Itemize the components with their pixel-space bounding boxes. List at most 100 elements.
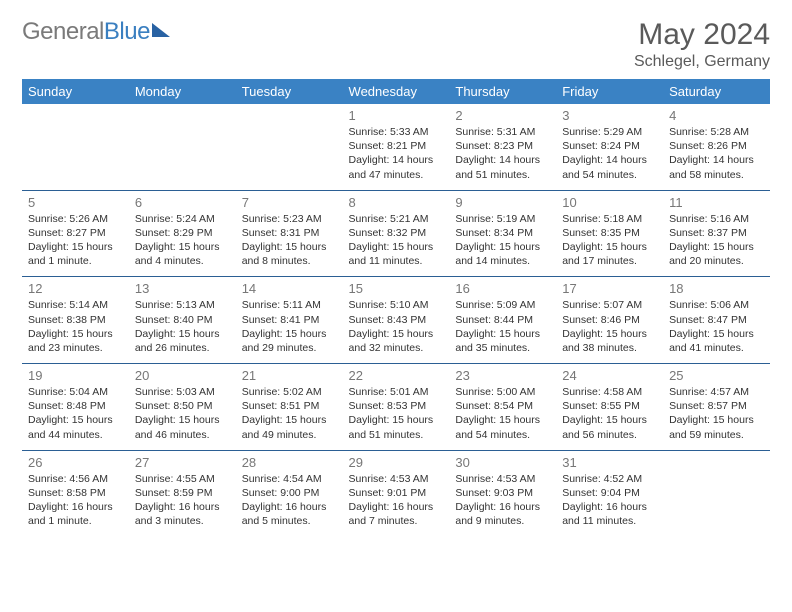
weekday-row: SundayMondayTuesdayWednesdayThursdayFrid… (22, 79, 770, 104)
logo-text-1: General (22, 18, 104, 46)
calendar-day-cell: 19 Sunrise: 5:04 AMSunset: 8:48 PMDayligh… (22, 364, 129, 451)
logo-text-2: Blue (104, 18, 150, 46)
day-number: 20 (135, 368, 230, 383)
day-number: 8 (349, 195, 444, 210)
page-title: May 2024 (634, 18, 770, 51)
calendar-day-cell: 31 Sunrise: 4:52 AMSunset: 9:04 PMDayligh… (556, 450, 663, 536)
calendar-week-row: 12 Sunrise: 5:14 AMSunset: 8:38 PMDayligh… (22, 277, 770, 364)
calendar-body: 1 Sunrise: 5:33 AMSunset: 8:21 PMDaylight… (22, 104, 770, 536)
weekday-header: Sunday (22, 79, 129, 104)
day-info: Sunrise: 4:56 AMSunset: 8:58 PMDaylight:… (28, 472, 123, 529)
calendar-day-cell: 28 Sunrise: 4:54 AMSunset: 9:00 PMDayligh… (236, 450, 343, 536)
calendar-day-cell (663, 450, 770, 536)
calendar-week-row: 26 Sunrise: 4:56 AMSunset: 8:58 PMDayligh… (22, 450, 770, 536)
day-number: 2 (455, 108, 550, 123)
day-number: 4 (669, 108, 764, 123)
day-info: Sunrise: 5:01 AMSunset: 8:53 PMDaylight:… (349, 385, 444, 442)
calendar-day-cell: 21 Sunrise: 5:02 AMSunset: 8:51 PMDayligh… (236, 364, 343, 451)
calendar-day-cell: 12 Sunrise: 5:14 AMSunset: 8:38 PMDayligh… (22, 277, 129, 364)
calendar-day-cell: 4 Sunrise: 5:28 AMSunset: 8:26 PMDaylight… (663, 104, 770, 190)
calendar-day-cell: 5 Sunrise: 5:26 AMSunset: 8:27 PMDaylight… (22, 190, 129, 277)
calendar-day-cell: 20 Sunrise: 5:03 AMSunset: 8:50 PMDayligh… (129, 364, 236, 451)
day-info: Sunrise: 5:21 AMSunset: 8:32 PMDaylight:… (349, 212, 444, 269)
day-number: 1 (349, 108, 444, 123)
day-info: Sunrise: 4:58 AMSunset: 8:55 PMDaylight:… (562, 385, 657, 442)
day-info: Sunrise: 5:19 AMSunset: 8:34 PMDaylight:… (455, 212, 550, 269)
calendar-week-row: 1 Sunrise: 5:33 AMSunset: 8:21 PMDaylight… (22, 104, 770, 190)
day-info: Sunrise: 5:28 AMSunset: 8:26 PMDaylight:… (669, 125, 764, 182)
day-number: 28 (242, 455, 337, 470)
day-info: Sunrise: 4:54 AMSunset: 9:00 PMDaylight:… (242, 472, 337, 529)
day-number: 31 (562, 455, 657, 470)
calendar-day-cell: 6 Sunrise: 5:24 AMSunset: 8:29 PMDaylight… (129, 190, 236, 277)
day-info: Sunrise: 5:18 AMSunset: 8:35 PMDaylight:… (562, 212, 657, 269)
day-info: Sunrise: 4:53 AMSunset: 9:03 PMDaylight:… (455, 472, 550, 529)
day-number: 25 (669, 368, 764, 383)
day-info: Sunrise: 5:09 AMSunset: 8:44 PMDaylight:… (455, 298, 550, 355)
day-number: 30 (455, 455, 550, 470)
calendar-day-cell: 23Sunrise: 5:00 AMSunset: 8:54 PMDayligh… (449, 364, 556, 451)
calendar-day-cell: 1 Sunrise: 5:33 AMSunset: 8:21 PMDaylight… (343, 104, 450, 190)
day-info: Sunrise: 5:16 AMSunset: 8:37 PMDaylight:… (669, 212, 764, 269)
calendar-day-cell: 3 Sunrise: 5:29 AMSunset: 8:24 PMDaylight… (556, 104, 663, 190)
day-number: 13 (135, 281, 230, 296)
day-number: 15 (349, 281, 444, 296)
calendar-day-cell: 22Sunrise: 5:01 AMSunset: 8:53 PMDayligh… (343, 364, 450, 451)
day-number: 10 (562, 195, 657, 210)
day-number: 29 (349, 455, 444, 470)
day-info: Sunrise: 5:10 AMSunset: 8:43 PMDaylight:… (349, 298, 444, 355)
day-info: Sunrise: 5:31 AMSunset: 8:23 PMDaylight:… (455, 125, 550, 182)
day-number: 16 (455, 281, 550, 296)
calendar-day-cell (236, 104, 343, 190)
day-info: Sunrise: 5:04 AMSunset: 8:48 PMDaylight:… (28, 385, 123, 442)
day-number: 17 (562, 281, 657, 296)
location-subtitle: Schlegel, Germany (634, 53, 770, 71)
day-number: 14 (242, 281, 337, 296)
day-info: Sunrise: 5:11 AMSunset: 8:41 PMDaylight:… (242, 298, 337, 355)
calendar-day-cell: 15 Sunrise: 5:10 AMSunset: 8:43 PMDayligh… (343, 277, 450, 364)
calendar-day-cell: 18Sunrise: 5:06 AMSunset: 8:47 PMDayligh… (663, 277, 770, 364)
weekday-header: Thursday (449, 79, 556, 104)
day-info: Sunrise: 5:33 AMSunset: 8:21 PMDaylight:… (349, 125, 444, 182)
calendar-day-cell (22, 104, 129, 190)
day-number: 26 (28, 455, 123, 470)
logo: GeneralBlue (22, 18, 170, 46)
day-number: 21 (242, 368, 337, 383)
day-info: Sunrise: 5:02 AMSunset: 8:51 PMDaylight:… (242, 385, 337, 442)
calendar-head: SundayMondayTuesdayWednesdayThursdayFrid… (22, 79, 770, 104)
day-number: 19 (28, 368, 123, 383)
calendar-day-cell: 8 Sunrise: 5:21 AMSunset: 8:32 PMDaylight… (343, 190, 450, 277)
day-number: 9 (455, 195, 550, 210)
sail-icon (152, 23, 170, 37)
calendar-day-cell: 29Sunrise: 4:53 AMSunset: 9:01 PMDayligh… (343, 450, 450, 536)
day-number: 6 (135, 195, 230, 210)
day-info: Sunrise: 5:13 AMSunset: 8:40 PMDaylight:… (135, 298, 230, 355)
weekday-header: Monday (129, 79, 236, 104)
day-number: 5 (28, 195, 123, 210)
day-info: Sunrise: 5:29 AMSunset: 8:24 PMDaylight:… (562, 125, 657, 182)
calendar-week-row: 5 Sunrise: 5:26 AMSunset: 8:27 PMDaylight… (22, 190, 770, 277)
header: GeneralBlue May 2024 Schlegel, Germany (22, 18, 770, 71)
day-info: Sunrise: 5:24 AMSunset: 8:29 PMDaylight:… (135, 212, 230, 269)
day-number: 18 (669, 281, 764, 296)
calendar-week-row: 19 Sunrise: 5:04 AMSunset: 8:48 PMDayligh… (22, 364, 770, 451)
day-info: Sunrise: 4:55 AMSunset: 8:59 PMDaylight:… (135, 472, 230, 529)
day-info: Sunrise: 5:23 AMSunset: 8:31 PMDaylight:… (242, 212, 337, 269)
day-number: 3 (562, 108, 657, 123)
day-info: Sunrise: 5:26 AMSunset: 8:27 PMDaylight:… (28, 212, 123, 269)
weekday-header: Wednesday (343, 79, 450, 104)
calendar-day-cell: 7 Sunrise: 5:23 AMSunset: 8:31 PMDaylight… (236, 190, 343, 277)
day-info: Sunrise: 5:14 AMSunset: 8:38 PMDaylight:… (28, 298, 123, 355)
calendar-day-cell: 26 Sunrise: 4:56 AMSunset: 8:58 PMDayligh… (22, 450, 129, 536)
calendar-day-cell: 16 Sunrise: 5:09 AMSunset: 8:44 PMDayligh… (449, 277, 556, 364)
calendar-day-cell: 9 Sunrise: 5:19 AMSunset: 8:34 PMDaylight… (449, 190, 556, 277)
day-number: 7 (242, 195, 337, 210)
day-info: Sunrise: 4:52 AMSunset: 9:04 PMDaylight:… (562, 472, 657, 529)
day-number: 12 (28, 281, 123, 296)
calendar-day-cell: 24 Sunrise: 4:58 AMSunset: 8:55 PMDayligh… (556, 364, 663, 451)
calendar-day-cell: 11Sunrise: 5:16 AMSunset: 8:37 PMDayligh… (663, 190, 770, 277)
calendar-day-cell: 13 Sunrise: 5:13 AMSunset: 8:40 PMDayligh… (129, 277, 236, 364)
day-info: Sunrise: 5:03 AMSunset: 8:50 PMDaylight:… (135, 385, 230, 442)
day-number: 24 (562, 368, 657, 383)
calendar-table: SundayMondayTuesdayWednesdayThursdayFrid… (22, 79, 770, 536)
